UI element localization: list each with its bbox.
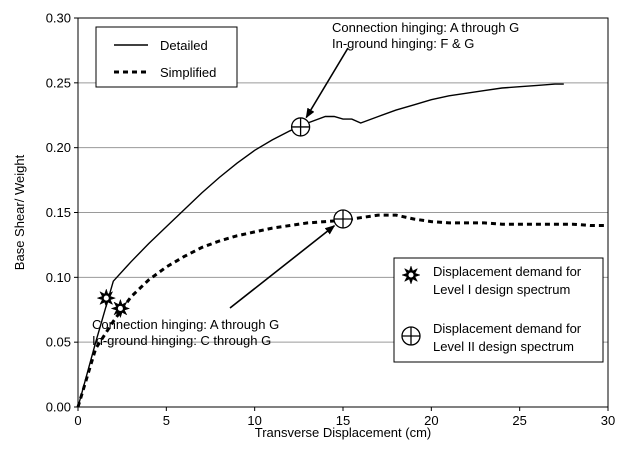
x-tick-label: 20 (424, 413, 438, 428)
star-marker (96, 288, 117, 308)
y-tick-label: 0.25 (46, 75, 71, 90)
marker-key-label-level1-line2: Level I design spectrum (433, 282, 570, 297)
annotation-text: Connection hinging: A through G (332, 20, 519, 35)
annotation-text: In-ground hinging: F & G (332, 36, 474, 51)
y-axis: 0.00 0.05 0.10 0.15 0.20 0.25 0.30 (46, 11, 78, 415)
x-tick-label: 10 (247, 413, 261, 428)
y-tick-label: 0.05 (46, 335, 71, 350)
star-icon (401, 265, 421, 285)
x-tick-label: 30 (601, 413, 615, 428)
annotation-1: Connection hinging: A through GIn-ground… (305, 20, 519, 119)
marker-key-box (393, 257, 604, 363)
x-axis: 0 5 10 15 20 25 30 (74, 407, 615, 428)
y-tick-label: 0.20 (46, 140, 71, 155)
x-tick-label: 0 (74, 413, 81, 428)
star-marker (110, 298, 131, 319)
y-axis-title: Base Shear/ Weight (12, 154, 27, 270)
legend-box (95, 26, 238, 88)
marker-key-label-level1-line1: Displacement demand for (433, 264, 582, 279)
star-icon-glyph (401, 265, 421, 285)
y-tick-label: 0.00 (46, 400, 71, 415)
legend-label-simplified: Simplified (160, 65, 216, 80)
x-tick-label: 5 (163, 413, 170, 428)
legend-label-detailed: Detailed (160, 38, 208, 53)
annotation-arrow (305, 47, 349, 119)
marker-layer (96, 117, 353, 319)
annotation-2: Connection hinging: A through GIn-ground… (92, 225, 336, 348)
marker-key-label-level2-line2: Level II design spectrum (433, 339, 574, 354)
circle-cross-marker (333, 209, 353, 229)
x-tick-label: 15 (336, 413, 350, 428)
annotation-text: In-ground hinging: C through G (92, 333, 271, 348)
marker-key: Displacement demand for Level I design s… (393, 257, 604, 363)
legend: Detailed Simplified (95, 26, 238, 88)
series-line-detailed (77, 83, 564, 408)
y-tick-label: 0.15 (46, 205, 71, 220)
annotation-text: Connection hinging: A through G (92, 317, 279, 332)
marker-key-label-level2-line1: Displacement demand for (433, 321, 582, 336)
x-axis-title: Transverse Displacement (cm) (255, 425, 432, 440)
x-tick-label: 25 (512, 413, 526, 428)
circle-cross-marker (290, 117, 311, 137)
y-tick-label: 0.30 (46, 11, 71, 26)
annotation-arrow (229, 225, 336, 309)
circle-cross-icon (401, 326, 421, 346)
annotation-layer: Connection hinging: A through GIn-ground… (92, 20, 519, 348)
y-tick-label: 0.10 (46, 270, 71, 285)
circle-cross-icon-glyph (401, 326, 421, 346)
